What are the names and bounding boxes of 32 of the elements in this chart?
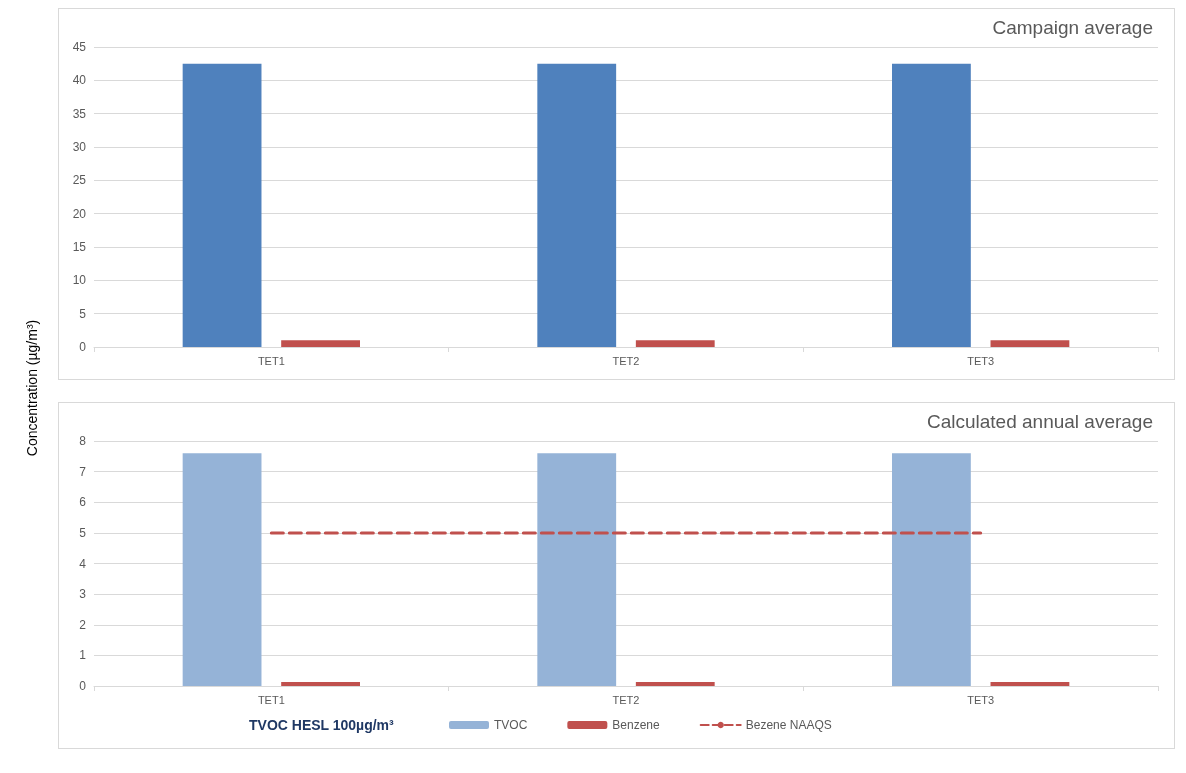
y-tick-label: 3 — [79, 587, 87, 602]
text: TVOC HESL 100µg/m³ — [249, 717, 395, 733]
y-tick-label: 5 — [79, 525, 87, 540]
y-tick-label: 8 — [79, 434, 87, 448]
y-tick-label: 2 — [79, 617, 87, 632]
x-tick-label: TET2 — [612, 693, 640, 706]
y-tick-label: 4 — [79, 556, 87, 571]
y-tick-label: 15 — [72, 240, 87, 254]
y-tick-label: 40 — [72, 73, 87, 88]
chart-title: Campaign average — [992, 17, 1153, 38]
x-tick-label: TET2 — [612, 354, 640, 367]
y-tick-label: 20 — [72, 206, 87, 221]
y-tick-label: 0 — [79, 340, 87, 354]
y-tick-label: 1 — [79, 648, 87, 663]
y-tick-label: 10 — [72, 273, 87, 288]
x-tick-label: TET1 — [257, 693, 285, 706]
legend-label: Benzene — [612, 718, 661, 732]
y-tick-label: 5 — [79, 306, 87, 321]
x-tick-label: TET1 — [257, 354, 285, 367]
y-tick-label: 7 — [79, 464, 87, 479]
chart-title: Calculated annual average — [926, 411, 1154, 432]
y-tick-label: 35 — [72, 106, 87, 121]
x-tick-label: TET3 — [967, 354, 995, 367]
y-tick-label: 45 — [72, 40, 87, 54]
y-tick-label: 25 — [72, 173, 87, 188]
y-tick-label: 30 — [72, 140, 87, 154]
y-tick-label: 6 — [79, 495, 87, 510]
x-tick-label: TET3 — [967, 693, 995, 706]
y-tick-label: 0 — [79, 679, 87, 693]
legend-label: Bezene NAAQS — [745, 718, 832, 732]
y-axis-title: Concentration (µg/m³) — [24, 319, 40, 457]
legend-label: TVOC — [494, 718, 528, 732]
